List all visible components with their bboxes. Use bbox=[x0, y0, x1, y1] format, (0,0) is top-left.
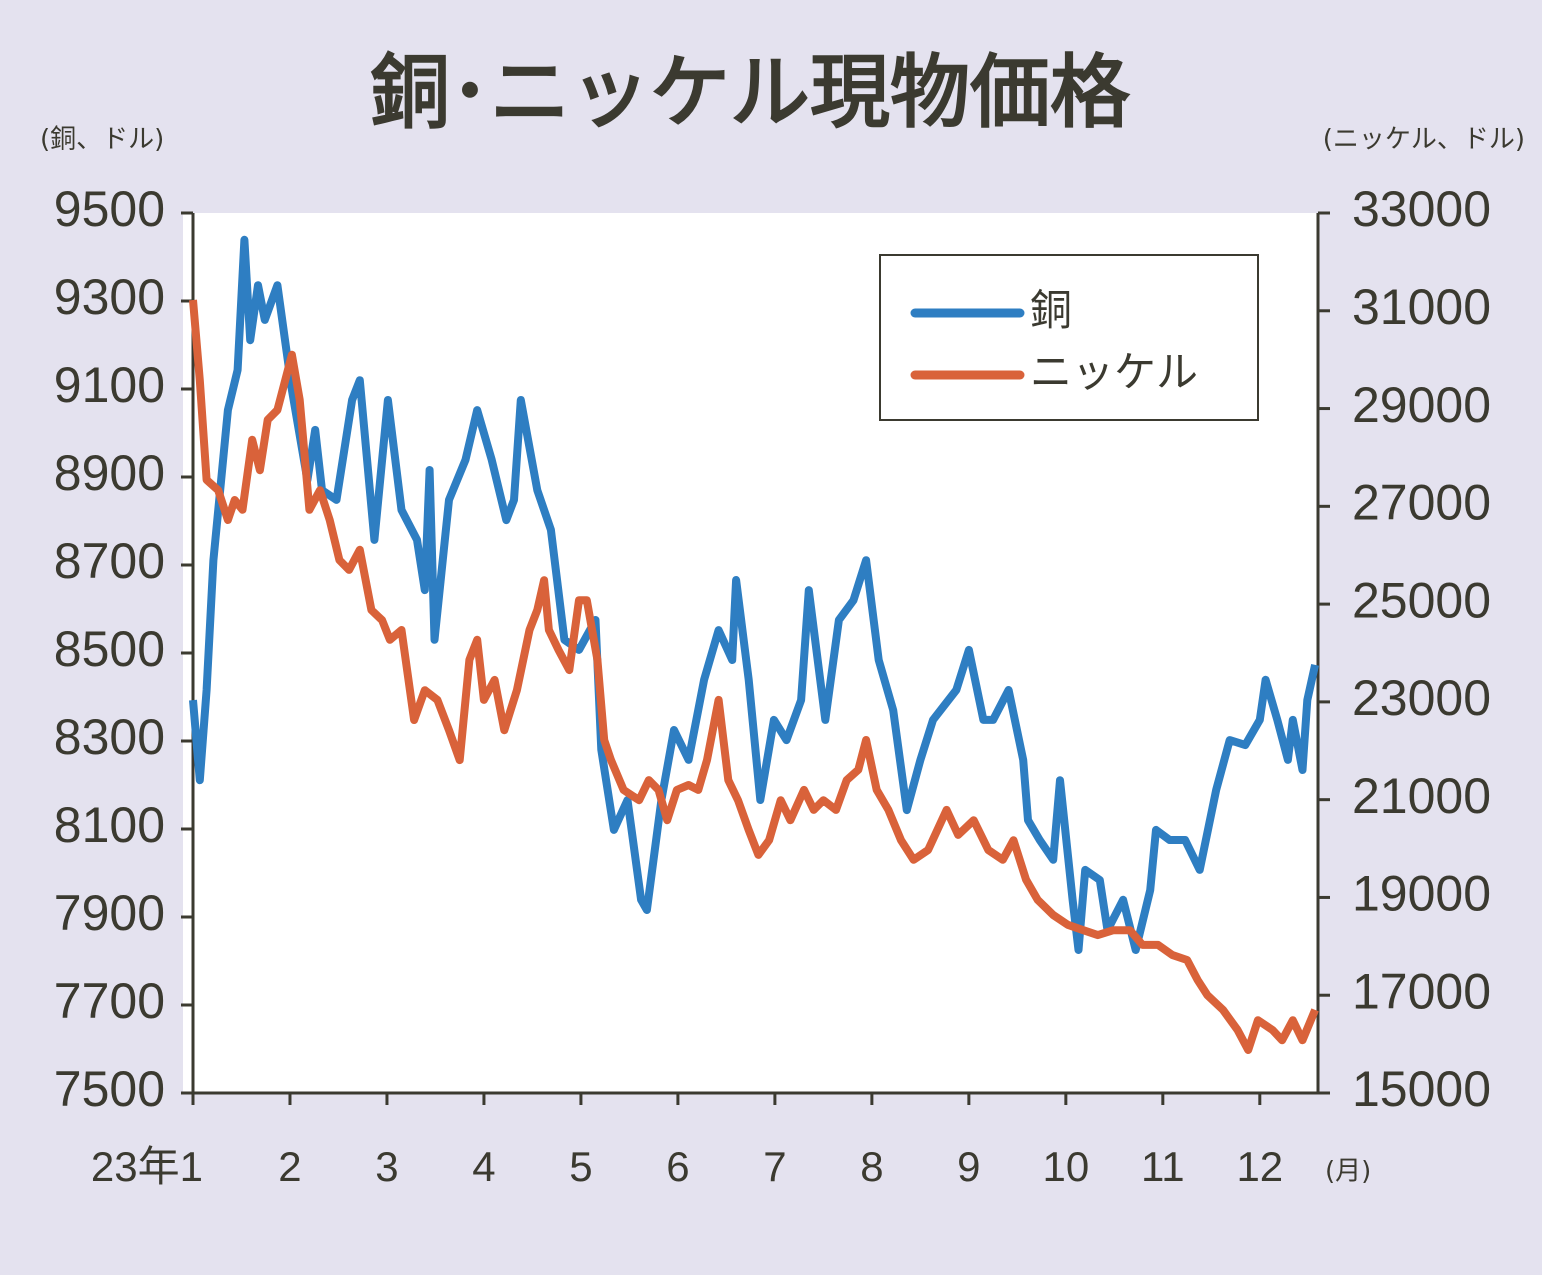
y2-tick-label: 25000 bbox=[1352, 572, 1491, 628]
y-tick-label: 9100 bbox=[54, 357, 165, 413]
y2-tick-label: 21000 bbox=[1352, 768, 1491, 824]
legend-label: ニッケル bbox=[1030, 348, 1198, 397]
x-tick-label: 12 bbox=[1236, 1143, 1283, 1190]
y2-tick-label: 29000 bbox=[1352, 377, 1491, 433]
line-series bbox=[189, 235, 1320, 954]
y-tick-label: 8100 bbox=[54, 797, 165, 853]
y-tick-label: 8900 bbox=[54, 445, 165, 501]
x-tick-label: 7 bbox=[763, 1143, 786, 1190]
chart-title: 銅･ニッケル現物価格 bbox=[370, 46, 1131, 139]
x-tick-label: 3 bbox=[375, 1143, 398, 1190]
y-tick-label: 8700 bbox=[54, 533, 165, 589]
y2-tick-label: 19000 bbox=[1352, 866, 1491, 922]
x-tick-label: 4 bbox=[472, 1143, 495, 1190]
x-tick-label: 5 bbox=[569, 1143, 592, 1190]
y2-tick-label: 31000 bbox=[1352, 279, 1491, 335]
y-tick-label: 7500 bbox=[54, 1061, 165, 1117]
line-series bbox=[189, 299, 1319, 1054]
y2-tick-label: 17000 bbox=[1352, 963, 1491, 1019]
y-tick-label: 8300 bbox=[54, 709, 165, 765]
x-tick-label: 6 bbox=[666, 1143, 689, 1190]
x-tick-label: 11 bbox=[1141, 1143, 1185, 1190]
y2-tick-label: 27000 bbox=[1352, 475, 1491, 531]
x-tick-label: 2 bbox=[278, 1143, 301, 1190]
y2-axis-label: (ニッケル、ドル) bbox=[1323, 125, 1525, 155]
x-tick-label: 8 bbox=[860, 1143, 883, 1190]
x-tick-label: 9 bbox=[957, 1143, 980, 1190]
y-tick-label: 7900 bbox=[54, 885, 165, 941]
y-tick-label: 9300 bbox=[54, 269, 165, 325]
y-tick-label: 8500 bbox=[54, 621, 165, 677]
legend-box bbox=[879, 254, 1259, 421]
y2-tick-label: 33000 bbox=[1352, 181, 1491, 237]
x-axis-label: (月) bbox=[1325, 1157, 1371, 1187]
y-axis-label: (銅、ドル) bbox=[40, 125, 164, 155]
y2-tick-label: 15000 bbox=[1352, 1061, 1491, 1117]
x-tick-label: 23年1 bbox=[91, 1143, 203, 1190]
x-tick-label: 10 bbox=[1042, 1143, 1089, 1190]
y2-tick-label: 23000 bbox=[1352, 670, 1491, 726]
y-tick-label: 9500 bbox=[54, 181, 165, 237]
y-tick-label: 7700 bbox=[54, 973, 165, 1029]
legend-label: 銅 bbox=[1030, 286, 1072, 335]
